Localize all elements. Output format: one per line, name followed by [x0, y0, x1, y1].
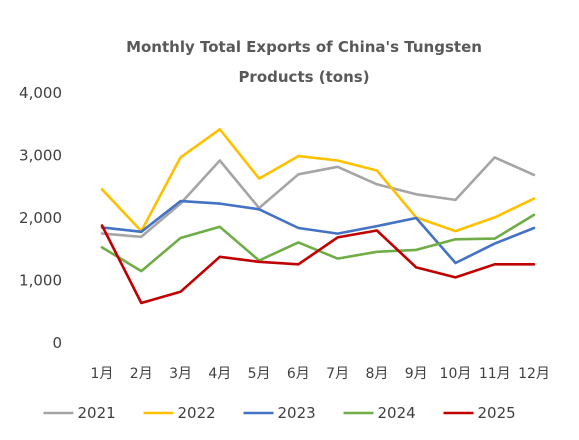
- series-line-2021: [100, 156, 536, 239]
- x-tick-label: 11月: [479, 366, 511, 382]
- x-tick-label: 4月: [208, 366, 231, 382]
- legend: 2021 2022 2023 2024 2025: [43, 404, 516, 422]
- x-tick-label: 3月: [169, 366, 192, 382]
- x-tick-label: 6月: [287, 366, 310, 382]
- x-tick-label: 7月: [326, 366, 349, 382]
- x-axis: 1月 2月 3月 4月 5月 6月 7月 8月 9月 10月 11月 12月: [91, 366, 550, 382]
- series-line-2023: [100, 199, 536, 265]
- x-tick-label: 1月: [91, 366, 114, 382]
- legend-item-2021: 2021: [43, 404, 116, 422]
- legend-label: 2025: [478, 404, 516, 422]
- legend-item-2022: 2022: [143, 404, 216, 422]
- x-tick-label: 5月: [248, 366, 271, 382]
- chart-title-line-1: Monthly Total Exports of China's Tungste…: [126, 38, 482, 56]
- series-line-2022: [100, 128, 536, 233]
- legend-label: 2022: [178, 404, 216, 422]
- chart-title: Monthly Total Exports of China's Tungste…: [126, 38, 482, 86]
- y-tick-label: 4,000: [19, 84, 62, 102]
- legend-item-2025: 2025: [443, 404, 516, 422]
- y-tick-label: 0: [52, 334, 62, 352]
- y-axis: 0 1,000 2,000 3,000 4,000: [19, 84, 62, 352]
- legend-label: 2021: [78, 404, 116, 422]
- x-tick-label: 10月: [440, 366, 472, 382]
- series-lines: [100, 128, 536, 305]
- legend-item-2023: 2023: [243, 404, 316, 422]
- chart-title-line-2: Products (tons): [238, 68, 369, 86]
- series-line-2025: [100, 224, 536, 305]
- series-line-2024: [100, 213, 536, 273]
- y-tick-label: 3,000: [19, 147, 62, 165]
- x-tick-label: 2月: [130, 366, 153, 382]
- legend-label: 2023: [278, 404, 316, 422]
- y-tick-label: 2,000: [19, 209, 62, 227]
- y-tick-label: 1,000: [19, 272, 62, 290]
- x-tick-label: 9月: [405, 366, 428, 382]
- x-tick-label: 8月: [365, 366, 388, 382]
- x-tick-label: 12月: [518, 366, 550, 382]
- legend-item-2024: 2024: [343, 404, 416, 422]
- legend-label: 2024: [378, 404, 416, 422]
